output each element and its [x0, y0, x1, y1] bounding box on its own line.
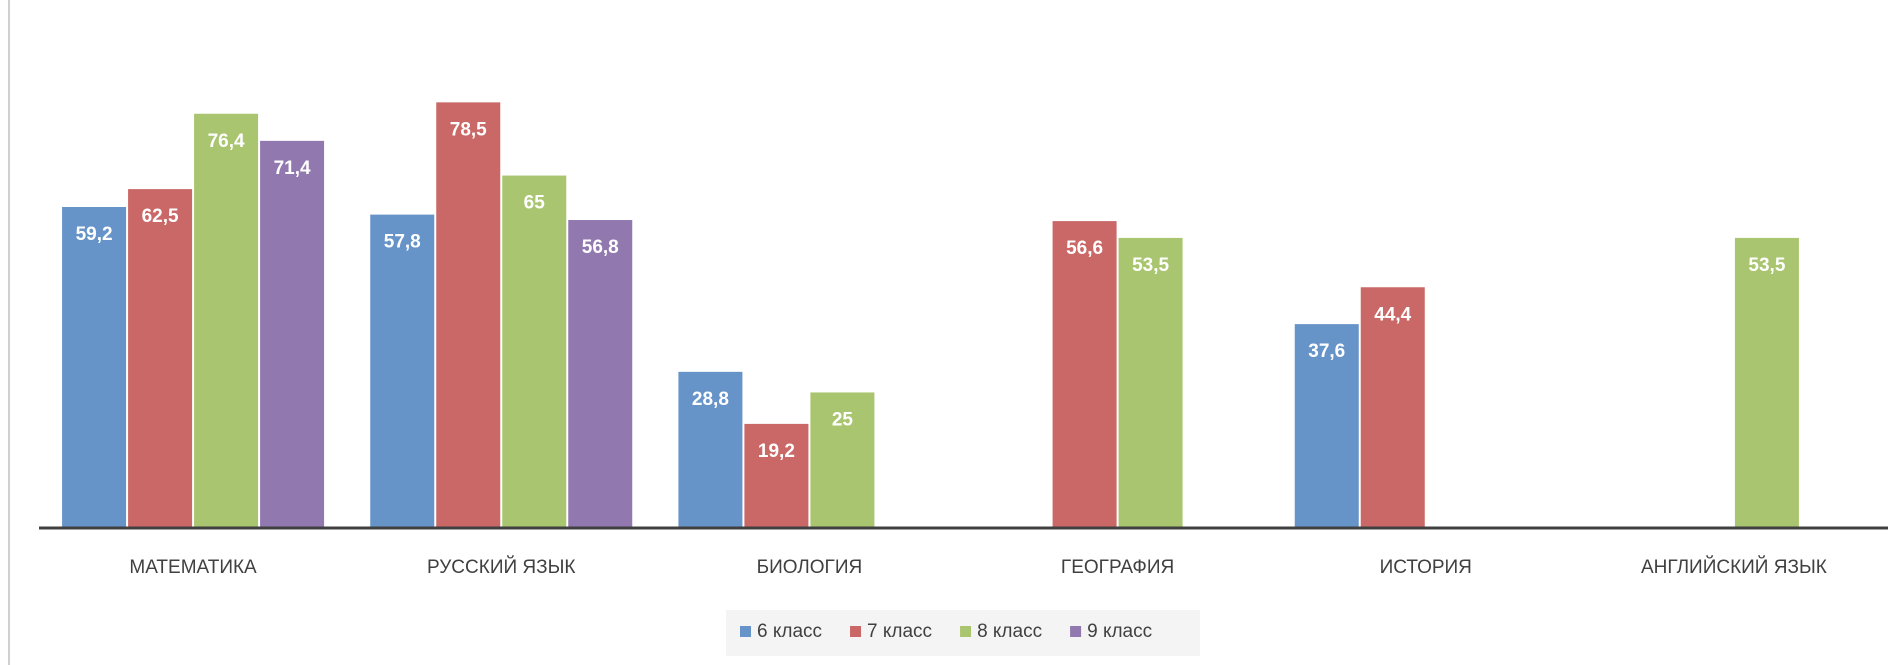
- data-label: 53,5: [1748, 255, 1785, 276]
- legend-label: 7 класс: [867, 621, 932, 642]
- data-label: 28,8: [692, 389, 729, 410]
- data-label: 37,6: [1308, 341, 1345, 362]
- bar: [436, 102, 501, 528]
- bar: [810, 392, 875, 528]
- bar: [1294, 324, 1359, 528]
- data-label: 71,4: [274, 158, 311, 179]
- legend-marker: [960, 626, 972, 637]
- data-label: 25: [832, 409, 854, 430]
- data-label: 56,6: [1066, 238, 1103, 259]
- bar: [568, 220, 633, 529]
- data-label: 62,5: [142, 206, 179, 227]
- data-label: 53,5: [1132, 255, 1169, 276]
- data-label: 44,4: [1374, 304, 1411, 325]
- bar: [128, 189, 193, 528]
- data-label: 57,8: [384, 232, 421, 253]
- legend-marker: [1070, 626, 1082, 637]
- bar: [744, 423, 809, 528]
- data-label: 19,2: [758, 441, 795, 462]
- legend-label: 9 класс: [1087, 621, 1152, 642]
- x-tick-label: ИСТОРИЯ: [1380, 557, 1472, 578]
- x-tick-label: РУССКИЙ ЯЗЫК: [427, 556, 576, 578]
- bar: [260, 140, 325, 528]
- bar: [1360, 287, 1425, 528]
- bar: [62, 207, 127, 528]
- legend-marker: [740, 626, 751, 637]
- bar: [194, 113, 259, 529]
- x-tick-label: МАТЕМАТИКА: [129, 557, 257, 578]
- bar: [678, 371, 743, 528]
- legend-marker: [850, 626, 862, 637]
- data-label: 78,5: [450, 119, 487, 140]
- x-tick-label: АНГЛИЙСКИЙ ЯЗЫК: [1641, 556, 1827, 578]
- x-tick-label: ГЕОГРАФИЯ: [1061, 557, 1174, 578]
- bar: [1052, 221, 1117, 528]
- bar: [1734, 237, 1799, 528]
- bar: [370, 214, 435, 528]
- data-label: 76,4: [208, 131, 245, 152]
- x-tick-label: БИОЛОГИЯ: [757, 557, 863, 578]
- legend-label: 8 класс: [977, 621, 1042, 642]
- data-label: 65: [524, 193, 546, 214]
- data-label: 59,2: [76, 224, 113, 245]
- legend-label: 6 класс: [757, 621, 822, 642]
- data-label: 56,8: [582, 237, 619, 258]
- bar: [502, 175, 567, 529]
- bar: [1118, 237, 1183, 528]
